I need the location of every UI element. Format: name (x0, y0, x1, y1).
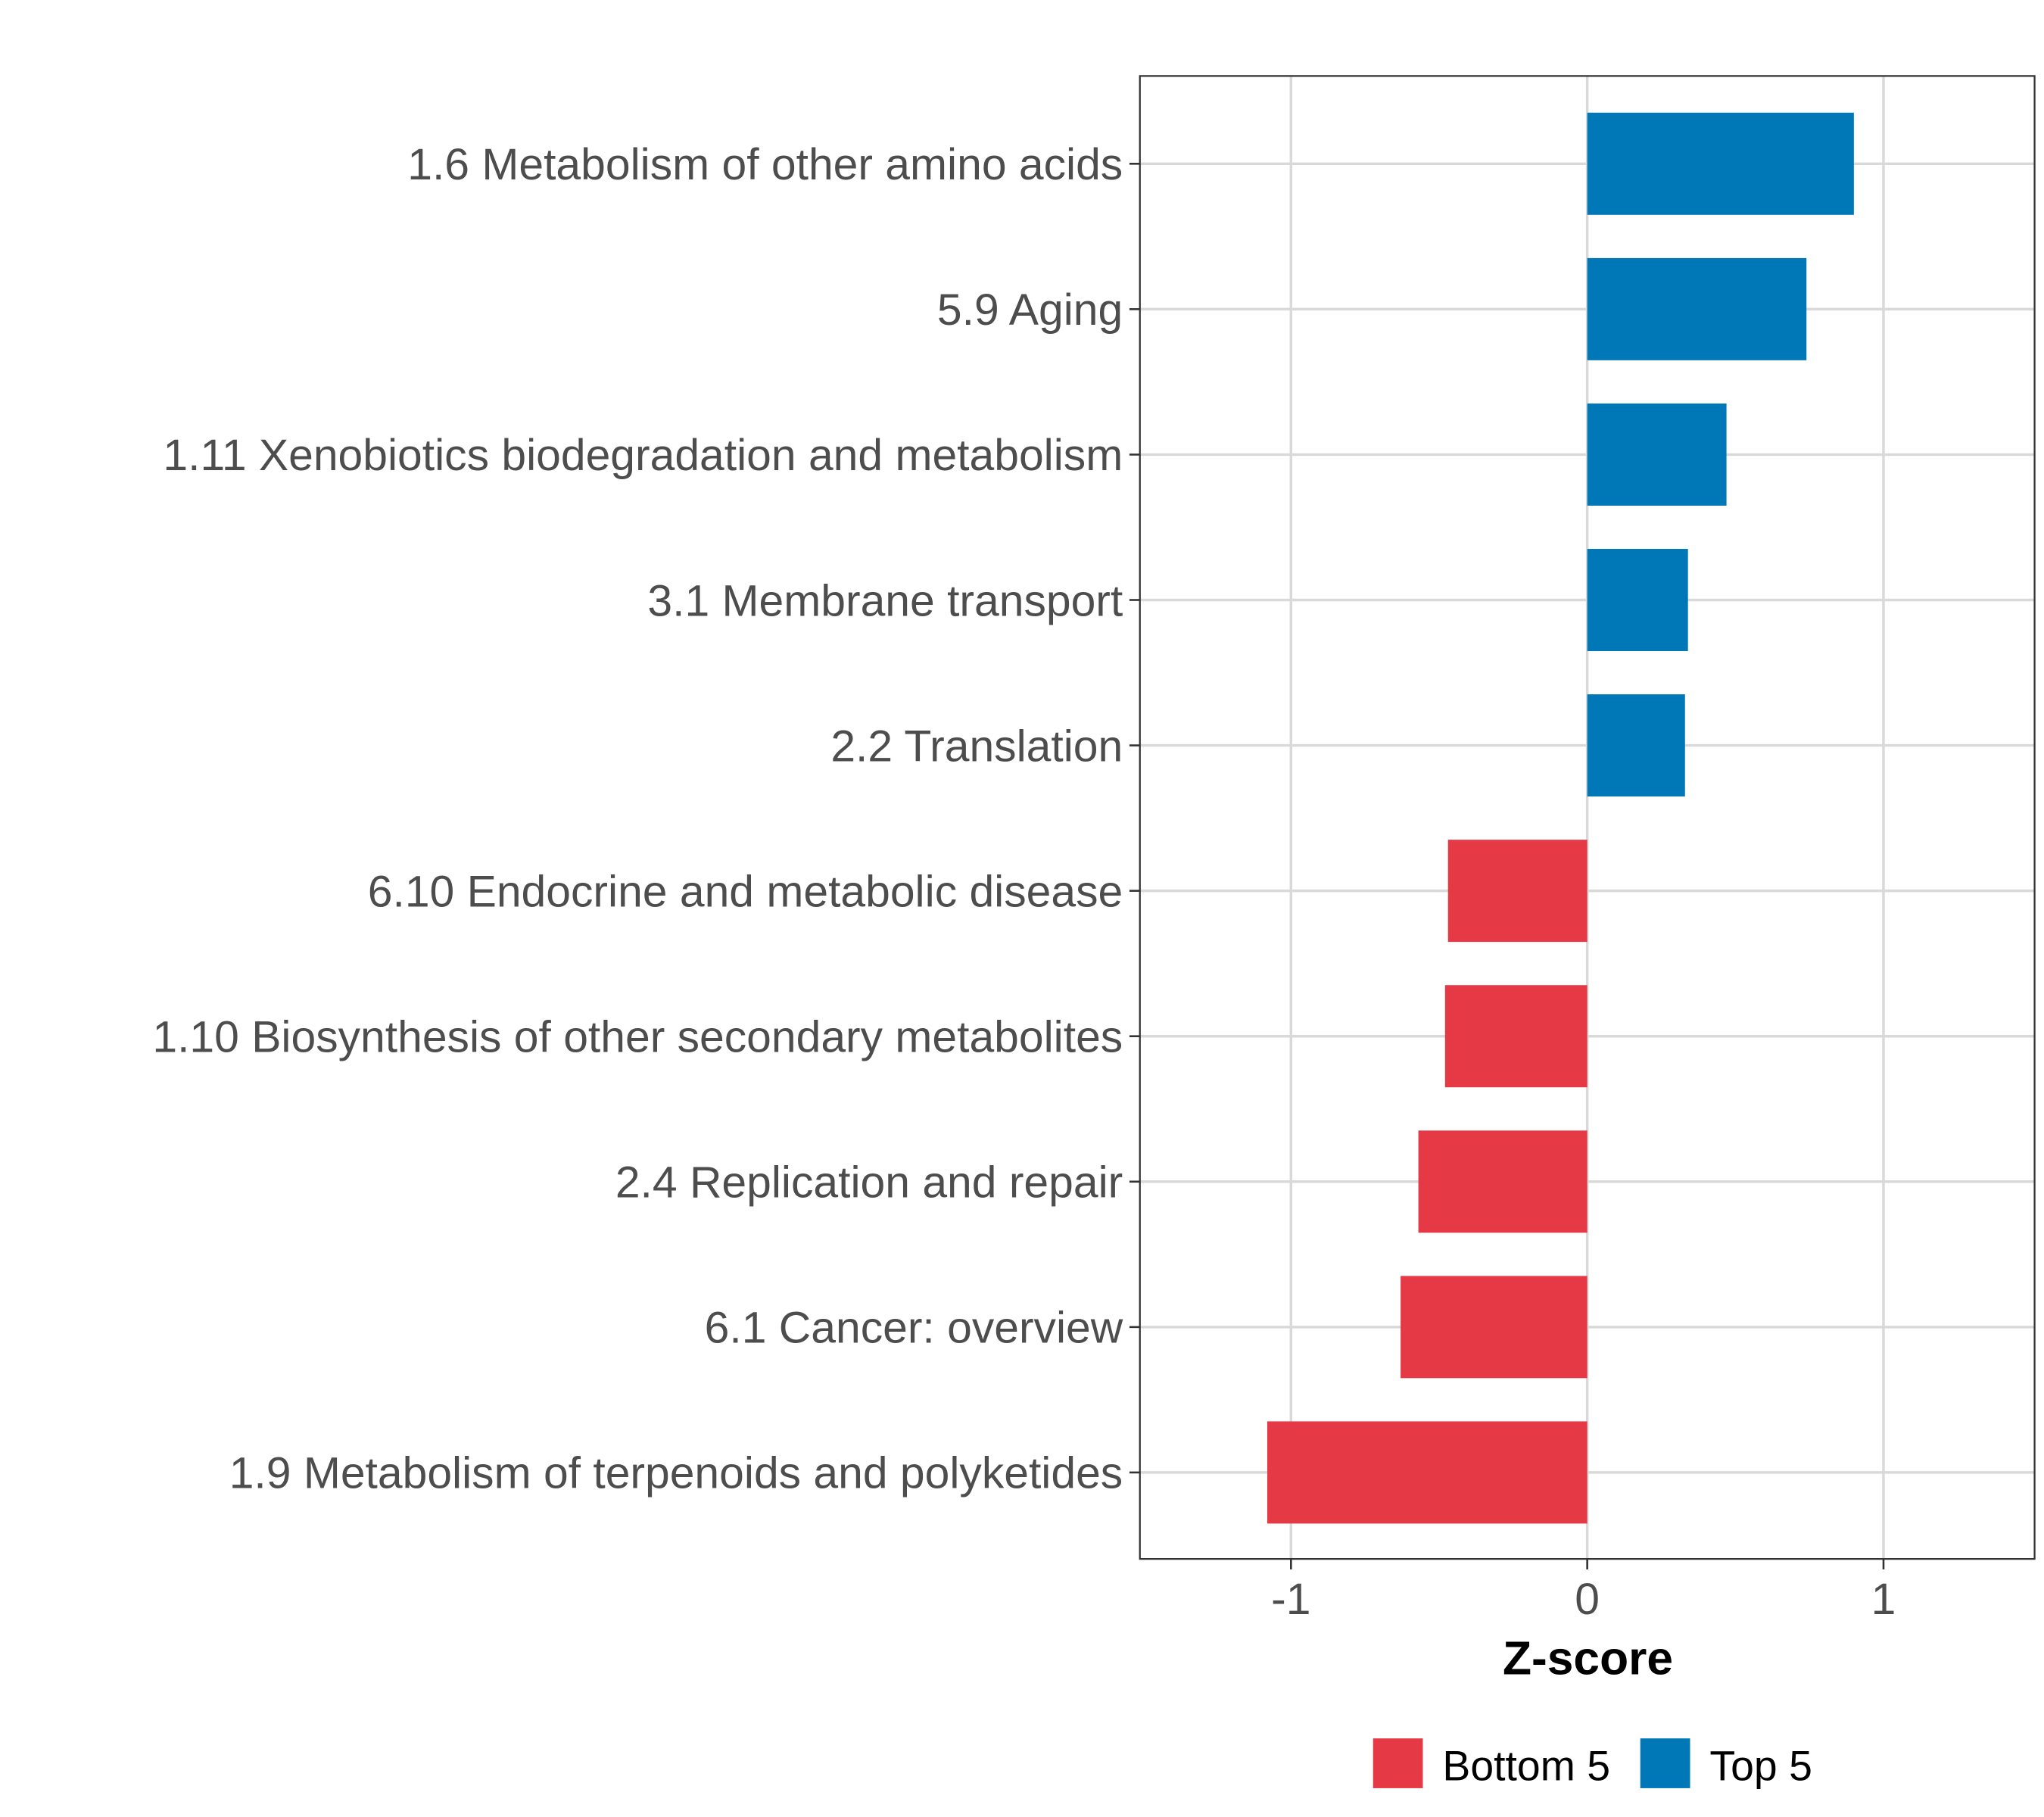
bar (1587, 257, 1807, 360)
bar (1447, 840, 1588, 943)
bar (1418, 1130, 1588, 1233)
legend-label-top5: Top 5 (1709, 1743, 1812, 1790)
y-tick-label: 6.1 Cancer: overview (705, 1304, 1123, 1353)
y-tick-label: 3.1 Membrane transport (647, 576, 1123, 625)
x-axis-ticks: -1 0 1 (1271, 1559, 1896, 1624)
bar (1444, 985, 1588, 1088)
y-tick-label: 1.10 Biosynthesis of other secondary met… (152, 1012, 1123, 1061)
y-tick-label: 5.9 Aging (937, 285, 1123, 335)
x-tick-label: -1 (1271, 1575, 1310, 1624)
legend-swatch-top5 (1640, 1738, 1690, 1788)
bar (1267, 1421, 1588, 1524)
bar (1587, 403, 1727, 506)
x-tick-label: 1 (1871, 1575, 1896, 1624)
y-tick-label: 1.9 Metabolism of terpenoids and polyket… (229, 1449, 1123, 1498)
x-axis-title: Z-score (1503, 1632, 1673, 1685)
bar (1587, 112, 1854, 215)
legend-swatch-bottom5 (1373, 1738, 1423, 1788)
y-tick-label: 2.4 Replication and repair (615, 1158, 1123, 1208)
y-tick-label: 6.10 Endocrine and metabolic disease (368, 867, 1123, 916)
legend-label-bottom5: Bottom 5 (1442, 1743, 1610, 1790)
bars (1267, 112, 1854, 1524)
legend: Bottom 5 Top 5 (1373, 1738, 1812, 1790)
bar (1401, 1276, 1588, 1379)
y-axis-labels: 1.6 Metabolism of other amino acids 5.9 A… (152, 140, 1140, 1498)
y-tick-label: 1.6 Metabolism of other amino acids (407, 140, 1123, 189)
y-tick-label: 1.11 Xenobiotics biodegradation and meta… (163, 431, 1123, 480)
bar (1587, 694, 1685, 797)
bar (1587, 549, 1688, 651)
x-tick-label: 0 (1575, 1575, 1600, 1624)
y-tick-label: 2.2 Translation (830, 722, 1123, 771)
